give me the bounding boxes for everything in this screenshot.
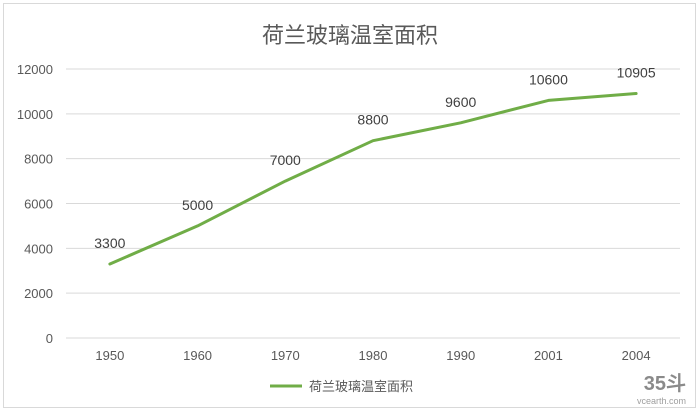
- x-tick-label: 1980: [359, 348, 388, 363]
- y-axis-ticks: 0 2000 4000 6000 8000 10000 12000: [17, 62, 53, 346]
- x-axis-ticks: 1950 1960 1970 1980 1990 2001 2004: [95, 348, 650, 363]
- chart-title: 荷兰玻璃温室面积: [261, 24, 438, 49]
- data-label: 7000: [270, 152, 301, 168]
- y-tick-label: 0: [46, 331, 53, 346]
- data-labels: 3300 5000 7000 8800 9600 10600 10905: [94, 65, 656, 251]
- data-label: 10905: [617, 65, 656, 81]
- watermark-logo: 35斗: [643, 373, 686, 395]
- watermark-site: vcearth.com: [636, 396, 686, 406]
- data-label: 9600: [445, 94, 476, 110]
- y-tick-label: 10000: [17, 107, 53, 122]
- x-tick-label: 2001: [534, 348, 563, 363]
- data-label: 8800: [357, 112, 388, 128]
- x-tick-label: 1960: [183, 348, 212, 363]
- series-line: [108, 92, 638, 266]
- x-tick-label: 1970: [271, 348, 300, 363]
- legend-label: 荷兰玻璃温室面积: [309, 379, 413, 395]
- data-label: 10600: [529, 71, 568, 87]
- data-label: 5000: [182, 197, 213, 213]
- data-label: 3300: [94, 235, 125, 251]
- y-tick-label: 4000: [24, 241, 53, 256]
- chart-frame: [3, 3, 696, 408]
- x-tick-label: 1990: [446, 348, 475, 363]
- y-tick-label: 6000: [24, 197, 53, 212]
- grid-lines: [66, 68, 680, 339]
- y-tick-label: 12000: [17, 62, 53, 77]
- legend: 荷兰玻璃温室面积: [270, 379, 413, 395]
- x-tick-label: 2004: [622, 348, 651, 363]
- x-tick-label: 1950: [95, 348, 124, 363]
- watermark: 35斗 vcearth.com: [637, 367, 686, 406]
- y-tick-label: 2000: [24, 286, 53, 301]
- y-tick-label: 8000: [24, 152, 53, 167]
